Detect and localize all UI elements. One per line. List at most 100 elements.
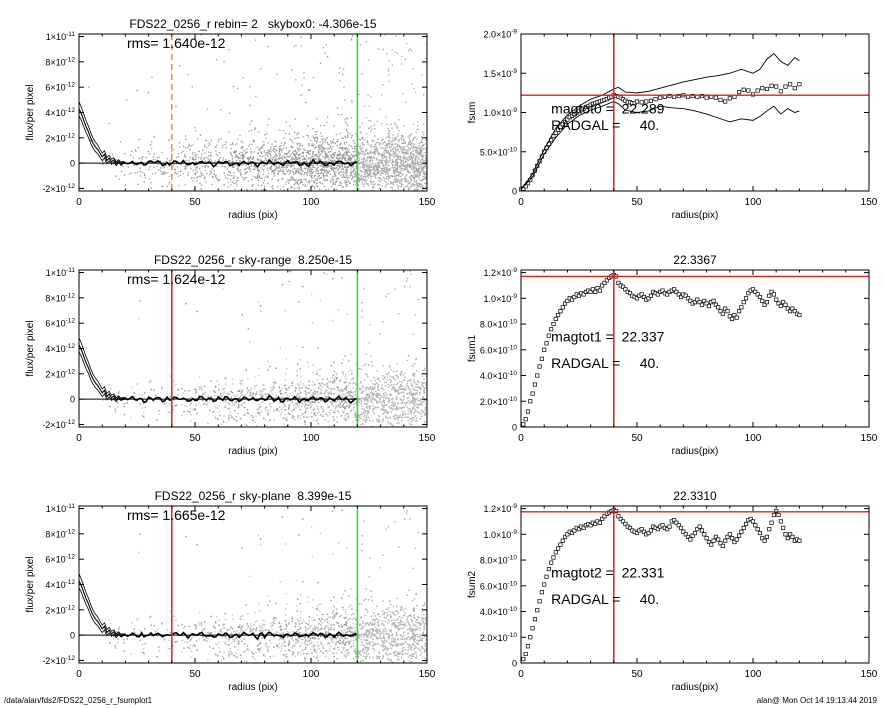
pixel-point: [231, 161, 233, 163]
pixel-point: [342, 168, 345, 170]
pixel-point: [357, 153, 359, 155]
pixel-point: [322, 155, 324, 158]
pixel-point: [421, 189, 423, 191]
pixel-point: [424, 170, 426, 172]
pixel-point: [367, 143, 369, 145]
pixel-point: [260, 152, 262, 154]
pixel-point: [278, 157, 280, 160]
pixel-point: [421, 179, 423, 182]
pixel-point: [395, 139, 397, 141]
pixel-point: [410, 144, 413, 146]
pixel-point: [385, 168, 387, 171]
pixel-point: [231, 206, 232, 207]
pixel-point: [403, 142, 405, 144]
pixel-point: [400, 159, 402, 161]
pixel-point: [399, 165, 401, 167]
pixel-point: [150, 182, 152, 184]
pixel-point: [385, 136, 388, 139]
pixel-point: [348, 151, 351, 153]
pixel-point: [385, 160, 387, 162]
pixel-point: [277, 178, 280, 181]
pixel-point: [420, 150, 422, 152]
fsum-point: [774, 84, 779, 89]
pixel-point: [298, 154, 300, 157]
pixel-point: [351, 101, 353, 104]
pixel-point: [333, 169, 335, 171]
pixel-point: [300, 192, 301, 193]
pixel-point: [289, 138, 291, 141]
pixel-point: [256, 158, 259, 160]
pixel-point: [363, 179, 365, 181]
pixel-point: [343, 171, 345, 173]
pixel-point: [362, 178, 364, 180]
pixel-point: [280, 157, 282, 159]
pixel-point: [413, 166, 415, 169]
pixel-point: [235, 153, 237, 156]
pixel-point: [185, 138, 187, 141]
pixel-point: [379, 171, 381, 173]
pixel-point: [245, 152, 247, 154]
pixel-point: [420, 163, 422, 166]
pixel-point: [334, 171, 337, 173]
pixel-point: [228, 131, 230, 133]
pixel-point: [410, 174, 412, 176]
pixel-point: [419, 153, 422, 155]
pixel-point: [384, 169, 386, 171]
pixel-point: [409, 166, 412, 168]
pixel-point: [425, 182, 427, 185]
pixel-point: [328, 144, 330, 146]
pixel-point: [405, 185, 407, 187]
y-tick-label: 2.0×10-9: [483, 29, 517, 40]
pixel-point: [341, 168, 343, 171]
pixel-point: [279, 168, 281, 170]
pixel-point: [311, 184, 314, 187]
pixel-point: [359, 146, 362, 148]
pixel-point: [345, 170, 347, 173]
pixel-point: [295, 153, 298, 155]
pixel-point: [196, 166, 199, 169]
pixel-point: [384, 160, 386, 162]
pixel-point: [371, 128, 373, 130]
pixel-point: [280, 170, 282, 172]
pixel-point: [389, 146, 391, 148]
pixel-point: [421, 135, 423, 138]
pixel-point: [200, 153, 203, 155]
pixel-point: [244, 173, 246, 175]
pixel-point: [151, 147, 153, 150]
pixel-point: [338, 150, 340, 152]
pixel-point: [312, 164, 314, 166]
pixel-point: [293, 173, 295, 175]
pixel-point: [419, 151, 421, 153]
pixel-point: [372, 186, 375, 188]
pixel-point: [253, 140, 255, 142]
pixel-point: [368, 157, 371, 159]
pixel-point: [261, 177, 263, 179]
pixel-point: [396, 163, 399, 166]
pixel-point: [302, 155, 304, 157]
pixel-point: [322, 169, 324, 171]
pixel-point: [207, 158, 209, 160]
pixel-point: [376, 150, 378, 152]
pixel-point: [399, 155, 401, 157]
pixel-point: [409, 177, 411, 179]
pixel-point: [322, 46, 325, 49]
pixel-point: [318, 178, 320, 180]
pixel-point: [331, 140, 334, 142]
pixel-point: [355, 165, 358, 167]
pixel-point: [325, 169, 327, 171]
pixel-point: [316, 177, 318, 180]
pixel-point: [347, 159, 349, 161]
pixel-point: [400, 181, 402, 183]
pixel-point: [381, 161, 383, 163]
pixel-point: [373, 156, 375, 159]
pixel-point: [292, 178, 294, 180]
pixel-point: [289, 179, 292, 181]
pixel-point: [291, 157, 293, 159]
pixel-point: [415, 156, 417, 158]
pixel-point: [397, 178, 399, 181]
pixel-point: [333, 170, 335, 173]
pixel-point: [402, 160, 405, 162]
pixel-point: [386, 197, 387, 198]
pixel-point: [315, 168, 317, 171]
pixel-point: [265, 195, 266, 196]
